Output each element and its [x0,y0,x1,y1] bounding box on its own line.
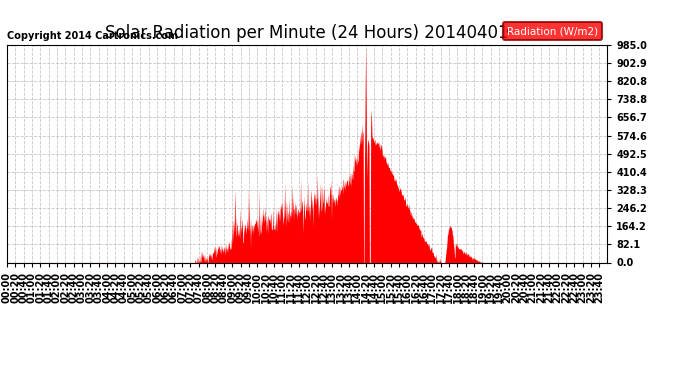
Legend: Radiation (W/m2): Radiation (W/m2) [502,22,602,40]
Text: Copyright 2014 Cartronics.com: Copyright 2014 Cartronics.com [7,31,178,40]
Title: Solar Radiation per Minute (24 Hours) 20140401: Solar Radiation per Minute (24 Hours) 20… [106,24,509,42]
